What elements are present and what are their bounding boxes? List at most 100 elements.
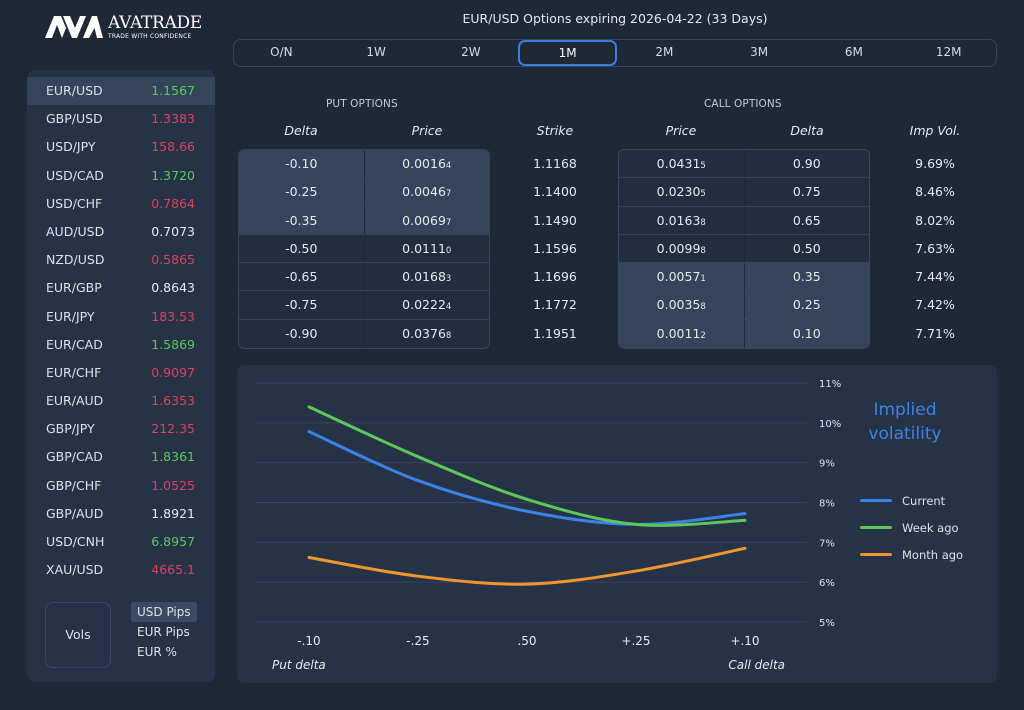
legend-item-current[interactable]: Current (860, 487, 963, 514)
currency-pair-item[interactable]: NZD/USD 0.5865 (27, 246, 215, 274)
call-delta-cell[interactable]: 0.35 (743, 263, 870, 291)
tenor-tab-3m[interactable]: 3M (750, 45, 769, 59)
put-price-cell[interactable]: 0.01683 (363, 263, 490, 291)
put-row: -0.90 0.03768 (239, 319, 490, 349)
currency-pair-item[interactable]: USD/CHF 0.7864 (27, 190, 215, 218)
tenor-tab-1w[interactable]: 1W (366, 45, 386, 59)
strike-cell: 1.1951 (533, 325, 577, 341)
legend-item-month-ago[interactable]: Month ago (860, 541, 963, 568)
price-pip: 8 (445, 330, 452, 341)
call-delta-cell[interactable]: 0.10 (743, 319, 870, 349)
put-price-cell[interactable]: 0.00697 (363, 206, 490, 234)
put-delta-cell[interactable]: -0.90 (285, 325, 318, 341)
pair-name: EUR/CAD (46, 336, 103, 352)
avatrade-logo[interactable]: AVATRADE TRADE WITH CONFIDENCE (45, 13, 205, 41)
tenor-tab-1m[interactable]: 1M (518, 40, 617, 66)
currency-pair-item[interactable]: GBP/USD 1.3383 (27, 105, 215, 133)
imp-vol-column: 9.69% 8.46% 8.02% 7.63% 7.44% 7.42% 7.71% (880, 150, 990, 348)
x-tick-label: -.25 (406, 634, 429, 648)
put-price-cell[interactable]: 0.01110 (363, 234, 490, 263)
pair-name: GBP/CAD (46, 449, 103, 465)
call-price-cell[interactable]: 0.00112 (619, 320, 744, 348)
put-delta-cell[interactable]: -0.65 (285, 269, 318, 285)
call-row: 0.00998 0.50 (619, 234, 870, 264)
currency-pair-item[interactable]: EUR/AUD 1.6353 (27, 387, 215, 415)
tenor-tab-on[interactable]: O/N (270, 45, 293, 59)
put-delta-cell[interactable]: -0.10 (285, 156, 318, 171)
tenor-tab-12m[interactable]: 12M (935, 45, 962, 59)
unit-option-eur-pips[interactable]: EUR Pips (137, 625, 190, 639)
call-price-cell[interactable]: 0.00998 (619, 235, 744, 262)
put-delta-cell[interactable]: -0.75 (285, 297, 318, 313)
put-delta-cell[interactable]: -0.25 (285, 184, 318, 200)
currency-pair-list: EUR/USD 1.1567 GBP/USD 1.3383 USD/JPY 158.66 U… (27, 70, 215, 584)
put-price-cell[interactable]: 0.00164 (363, 150, 490, 178)
currency-pair-item[interactable]: USD/CAD 1.3720 (27, 162, 215, 190)
pair-price: 1.3383 (151, 111, 195, 127)
currency-pair-item[interactable]: EUR/JPY 183.53 (27, 303, 215, 331)
put-price-cell[interactable]: 0.02224 (363, 291, 490, 319)
put-price-cell[interactable]: 0.00467 (363, 178, 490, 206)
imp-vol-header: Imp Vol. (909, 123, 961, 138)
series-line-current (307, 430, 747, 526)
legend-item-week-ago[interactable]: Week ago (860, 514, 963, 541)
pair-name: GBP/JPY (46, 421, 95, 437)
legend-swatch (860, 526, 892, 529)
unit-option-eur[interactable]: EUR % (137, 645, 177, 659)
put-delta-cell[interactable]: -0.50 (285, 240, 318, 256)
pair-price: 158.66 (151, 139, 195, 155)
currency-pair-item[interactable]: EUR/GBP 0.8643 (27, 274, 215, 302)
price-main: 0.0163 (656, 212, 701, 228)
call-price-cell[interactable]: 0.01638 (619, 207, 744, 234)
strike-cell: 1.1400 (533, 184, 577, 200)
price-main: 0.0016 (402, 156, 446, 171)
tenor-tab-2w[interactable]: 2W (461, 45, 481, 59)
currency-pair-item[interactable]: GBP/CHF 1.0525 (27, 472, 215, 500)
call-delta-cell[interactable]: 0.50 (743, 234, 870, 263)
pair-price: 183.53 (151, 308, 195, 324)
imp-vol-cell: 7.44% (915, 269, 955, 285)
currency-pair-item[interactable]: GBP/CAD 1.8361 (27, 443, 215, 471)
call-row: 0.00358 0.25 (619, 291, 870, 320)
pair-name: EUR/USD (46, 83, 103, 98)
pair-price: 0.8643 (151, 280, 195, 296)
call-delta-cell[interactable]: 0.25 (743, 291, 870, 319)
call-price-cell[interactable]: 0.04315 (619, 150, 744, 177)
tenor-tab-2m[interactable]: 2M (655, 45, 674, 59)
currency-pair-item[interactable]: USD/CNH 6.8957 (27, 528, 215, 556)
price-pip: 0 (445, 245, 452, 256)
tenor-tab-6m[interactable]: 6M (844, 45, 863, 59)
unit-option-usd-pips[interactable]: USD Pips (131, 602, 197, 622)
y-tick-label: 8% (819, 499, 835, 510)
pair-name: EUR/CHF (46, 364, 102, 380)
call-delta-cell[interactable]: 0.75 (743, 178, 870, 206)
put-price-cell[interactable]: 0.03768 (363, 319, 490, 349)
currency-pair-item[interactable]: EUR/USD 1.1567 (27, 77, 215, 106)
put-row: -0.10 0.00164 (239, 150, 490, 179)
call-price-cell[interactable]: 0.00571 (619, 263, 744, 290)
currency-pair-item[interactable]: AUD/USD 0.7073 (27, 218, 215, 246)
tenor-tabs: O/N 1W 2W 1M 2M 3M 6M 12M (233, 39, 997, 67)
strike-cell: 1.1772 (533, 297, 577, 313)
call-price-cell[interactable]: 0.02305 (619, 178, 744, 205)
x-tick-label: .50 (517, 634, 536, 648)
currency-pair-item[interactable]: XAU/USD 4665.1 (27, 556, 215, 584)
vols-button[interactable]: Vols (45, 602, 111, 668)
currency-pair-item[interactable]: EUR/CHF 0.9097 (27, 359, 215, 387)
call-price-cell[interactable]: 0.00358 (619, 291, 744, 318)
currency-pair-item[interactable]: GBP/AUD 1.8921 (27, 500, 215, 528)
imp-vol-cell: 7.71% (915, 325, 955, 341)
put-row: -0.65 0.01683 (239, 263, 490, 292)
currency-pair-item[interactable]: GBP/JPY 212.35 (27, 415, 215, 443)
pair-price: 0.5865 (151, 252, 195, 268)
currency-pair-item[interactable]: USD/JPY 158.66 (27, 133, 215, 161)
legend-swatch (860, 499, 892, 502)
imp-vol-cell: 8.46% (915, 184, 955, 200)
currency-pair-item[interactable]: EUR/CAD 1.5869 (27, 331, 215, 359)
units-selector: Vols USD Pips EUR Pips EUR % (45, 602, 205, 668)
strike-header: Strike (536, 123, 574, 138)
put-delta-cell[interactable]: -0.35 (285, 212, 318, 228)
call-delta-cell[interactable]: 0.90 (743, 150, 870, 178)
call-delta-cell[interactable]: 0.65 (743, 206, 870, 234)
pair-price: 1.6353 (151, 393, 195, 409)
